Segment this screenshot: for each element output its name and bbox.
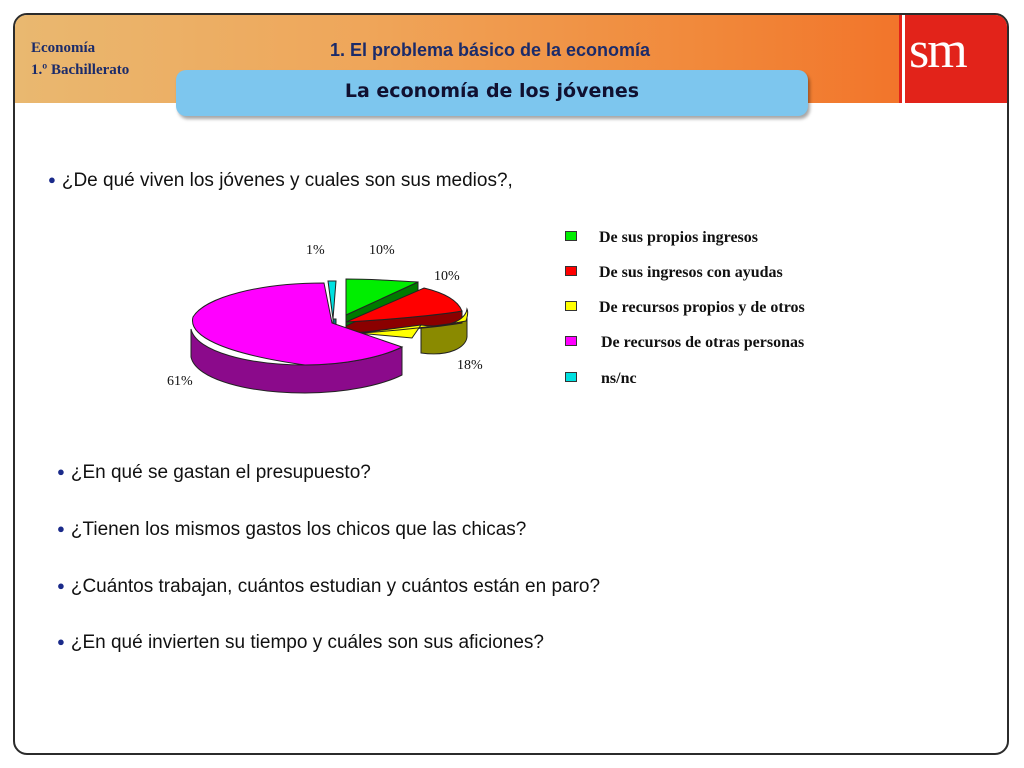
- pct-label-nsnc: 1%: [306, 243, 325, 258]
- slice-ingresos-ayudas: [345, 287, 463, 323]
- slide-frame: Economía 1.º Bachillerato 1. El problema…: [13, 13, 1009, 755]
- question-1: ● ¿De qué viven los jóvenes y cuales son …: [48, 170, 513, 192]
- subject-label: Economía 1.º Bachillerato: [31, 37, 129, 81]
- bullet-icon: ●: [48, 172, 56, 187]
- pct-label-propios-otros: 18%: [457, 358, 483, 373]
- question-3: ● ¿Tienen los mismos gastos los chicos qu…: [57, 519, 526, 541]
- legend-swatch-yellow: [565, 301, 577, 311]
- legend-label-3: De recursos propios y de otros: [599, 299, 805, 316]
- pie-chart: [190, 278, 469, 394]
- question-4-text: ¿Cuántos trabajan, cuántos estudian y cu…: [70, 576, 601, 597]
- question-4: ● ¿Cuántos trabajan, cuántos estudian y c…: [57, 576, 600, 598]
- bullet-icon: ●: [57, 521, 65, 536]
- bullet-icon: ●: [57, 634, 65, 649]
- question-3-text: ¿Tienen los mismos gastos los chicos que…: [70, 519, 527, 540]
- sm-logo: sm: [899, 15, 1007, 103]
- legend-swatch-green: [565, 231, 577, 241]
- legend-swatch-red: [565, 266, 577, 276]
- question-1-text: ¿De qué viven los jóvenes y cuales son s…: [61, 170, 513, 191]
- pct-label-ayudas: 10%: [434, 269, 460, 284]
- slice-ns-nc: [327, 280, 337, 320]
- pct-label-otras-personas: 61%: [167, 374, 193, 389]
- bullet-icon: ●: [57, 464, 65, 479]
- legend-swatch-magenta: [565, 336, 577, 346]
- legend-swatch-cyan: [565, 372, 577, 382]
- slice-recursos-propios-otros: [356, 307, 469, 339]
- legend-label-1: De sus propios ingresos: [599, 229, 758, 246]
- legend-label-5: ns/nc: [601, 370, 637, 387]
- bullet-icon: ●: [57, 578, 65, 593]
- question-5-text: ¿En qué invierten su tiempo y cuáles son…: [70, 632, 545, 653]
- subject-line-1: Economía: [31, 40, 96, 56]
- question-2-text: ¿En qué se gastan el presupuesto?: [70, 462, 371, 483]
- section-banner: La economía de los jóvenes: [176, 70, 808, 116]
- slice-propios-ingresos: [345, 278, 419, 316]
- slice-recursos-otras-personas: [192, 282, 404, 366]
- question-2: ● ¿En qué se gastan el presupuesto?: [57, 462, 371, 484]
- logo-text: sm: [909, 22, 968, 79]
- banner-title: La economía de los jóvenes: [344, 80, 640, 102]
- logo-divider: [902, 15, 905, 103]
- legend-label-4: De recursos de otras personas: [601, 334, 805, 351]
- unit-title: 1. El problema básico de la economía: [329, 40, 651, 60]
- question-5: ● ¿En qué invierten su tiempo y cuáles so…: [57, 632, 544, 654]
- legend-label-2: De sus ingresos con ayudas: [599, 264, 783, 281]
- slice-side-magenta: [190, 328, 403, 394]
- pct-label-propios: 10%: [369, 243, 395, 258]
- subject-line-2: 1.º Bachillerato: [31, 62, 130, 78]
